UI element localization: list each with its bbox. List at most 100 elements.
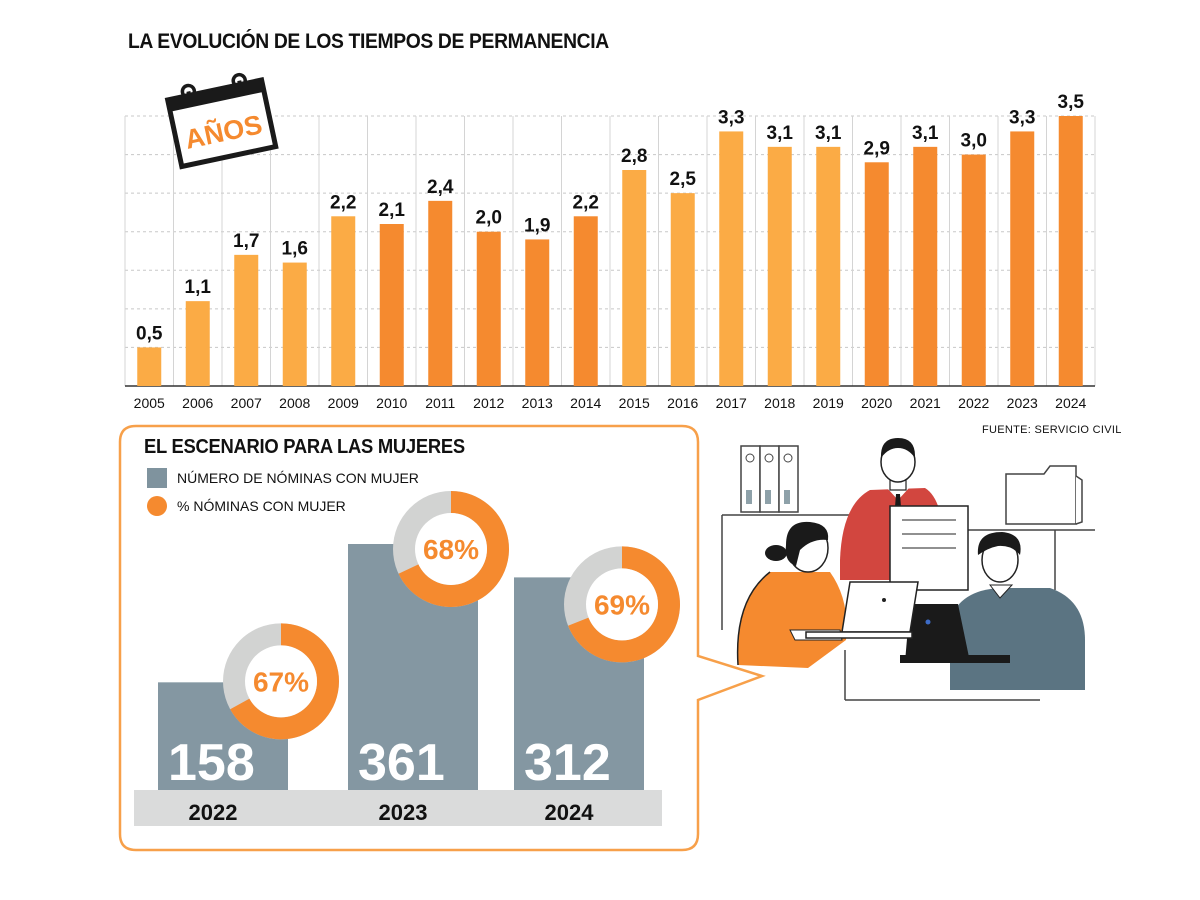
value-label-2023: 3,3 <box>1009 107 1035 128</box>
tick-label-2009: 2009 <box>328 395 359 411</box>
value-label-2011: 2,4 <box>427 177 454 198</box>
bar-2015 <box>622 170 647 386</box>
value-label-2022: 3,0 <box>961 131 987 152</box>
bar-2024 <box>1058 116 1083 386</box>
woman-orange-figure <box>736 521 847 668</box>
panel-border <box>118 424 766 852</box>
count-label-2022: 158 <box>168 734 255 792</box>
bar-2023 <box>1010 131 1035 386</box>
year-band <box>134 790 662 826</box>
value-label-2005: 0,5 <box>136 323 163 344</box>
value-label-2009: 2,2 <box>330 192 356 213</box>
black-laptop-icon <box>900 604 1010 663</box>
value-label-2007: 1,7 <box>233 231 259 252</box>
value-label-2024: 3,5 <box>1058 92 1085 113</box>
tick-label-2006: 2006 <box>182 395 213 411</box>
bars-layer <box>137 116 1083 386</box>
donut-slice-2024 <box>568 546 680 663</box>
tick-label-2016: 2016 <box>667 395 698 411</box>
year-label-2024: 2024 <box>545 800 595 825</box>
binders-icon <box>740 445 799 513</box>
value-label-2014: 2,2 <box>573 192 599 213</box>
legend-count-swatch <box>147 468 167 488</box>
tick-label-2021: 2021 <box>910 395 941 411</box>
value-label-2021: 3,1 <box>912 123 939 144</box>
donut-hole-2024 <box>586 568 658 641</box>
calendar-icon: AÑOS <box>164 72 279 170</box>
value-label-2012: 2,0 <box>476 208 502 229</box>
tick-label-2019: 2019 <box>813 395 844 411</box>
bar-2021 <box>913 146 938 386</box>
women-donuts: 67% 68% 69% <box>223 491 680 740</box>
tick-label-2012: 2012 <box>473 395 504 411</box>
bar-2009 <box>331 216 356 386</box>
donut-slice-2023 <box>398 491 509 607</box>
tick-label-2007: 2007 <box>231 395 262 411</box>
year-label-2022: 2022 <box>189 800 238 825</box>
man-blue-figure <box>950 532 1085 690</box>
legend-count: NÚMERO DE NÓMINAS CON MUJER <box>147 468 419 488</box>
women-years: 2022 2023 2024 <box>189 800 595 825</box>
value-label-2017: 3,3 <box>718 107 744 128</box>
tick-label-2022: 2022 <box>958 395 989 411</box>
bar-2011 <box>428 200 453 386</box>
white-laptop-icon <box>805 581 919 639</box>
bar-2016 <box>670 193 695 386</box>
value-label-2010: 2,1 <box>379 200 406 221</box>
count-label-2024: 312 <box>524 734 611 792</box>
folder-icon <box>1005 465 1083 525</box>
donut-hole-2022 <box>245 645 317 718</box>
value-label-2019: 3,1 <box>815 123 842 144</box>
tick-label-2010: 2010 <box>376 395 407 411</box>
women-title: EL ESCENARIO PARA LAS MUJERES <box>144 436 465 458</box>
value-label-2008: 1,6 <box>282 239 308 260</box>
bar-2017 <box>719 131 744 386</box>
value-label-2018: 3,1 <box>767 123 794 144</box>
man-red-figure <box>840 438 969 591</box>
legend-pct-label: % NÓMINAS CON MUJER <box>177 498 346 514</box>
bar-2006 <box>185 301 210 386</box>
tick-label-2015: 2015 <box>619 395 650 411</box>
value-label-2016: 2,5 <box>670 169 697 190</box>
value-label-2015: 2,8 <box>621 146 647 167</box>
tick-label-2005: 2005 <box>134 395 165 411</box>
women-bars: 158 361 312 <box>158 544 644 792</box>
donut-slice-2022 <box>230 623 339 740</box>
tick-label-2014: 2014 <box>570 395 601 411</box>
permanence-bar-chart: 0,5 2005 1,1 2006 1,7 2007 1,6 2008 2,2 2009 2,1 20… <box>124 72 1096 411</box>
bar-2014 <box>573 216 598 386</box>
pct-label-2023: 68% <box>423 534 479 565</box>
chart-title: LA EVOLUCIÓN DE LOS TIEMPOS DE PERMANENC… <box>128 30 609 53</box>
legend-pct-swatch <box>147 496 167 516</box>
legend-pct: % NÓMINAS CON MUJER <box>147 496 346 516</box>
shelf-frame <box>721 514 1095 701</box>
tick-label-2017: 2017 <box>716 395 747 411</box>
tick-label-2018: 2018 <box>764 395 795 411</box>
source-note: FUENTE: SERVICIO CIVIL <box>982 424 1122 436</box>
tick-label-2024: 2024 <box>1055 395 1086 411</box>
pct-label-2024: 69% <box>594 589 650 620</box>
tick-label-2023: 2023 <box>1007 395 1038 411</box>
count-label-2023: 361 <box>358 734 445 792</box>
bar-2013 <box>525 239 550 386</box>
bar-2022 <box>961 154 986 386</box>
bar-2018 <box>767 146 792 386</box>
bar-2005 <box>137 347 162 386</box>
tick-label-2011: 2011 <box>425 395 455 411</box>
tick-label-2013: 2013 <box>522 395 553 411</box>
bar-2012 <box>476 231 501 386</box>
donut-hole-2023 <box>415 513 487 585</box>
bar-2007 <box>234 254 259 386</box>
labels-layer: 0,5 2005 1,1 2006 1,7 2007 1,6 2008 2,2 2009 2,1 20… <box>134 92 1087 411</box>
bar-2020 <box>864 162 889 386</box>
legend-count-label: NÚMERO DE NÓMINAS CON MUJER <box>177 470 419 486</box>
pct-label-2022: 67% <box>253 666 309 697</box>
value-label-2020: 2,9 <box>864 138 890 159</box>
bar-2008 <box>282 262 307 386</box>
value-label-2006: 1,1 <box>185 277 212 298</box>
value-label-2013: 1,9 <box>524 215 550 236</box>
tick-label-2020: 2020 <box>861 395 892 411</box>
year-label-2023: 2023 <box>379 800 428 825</box>
